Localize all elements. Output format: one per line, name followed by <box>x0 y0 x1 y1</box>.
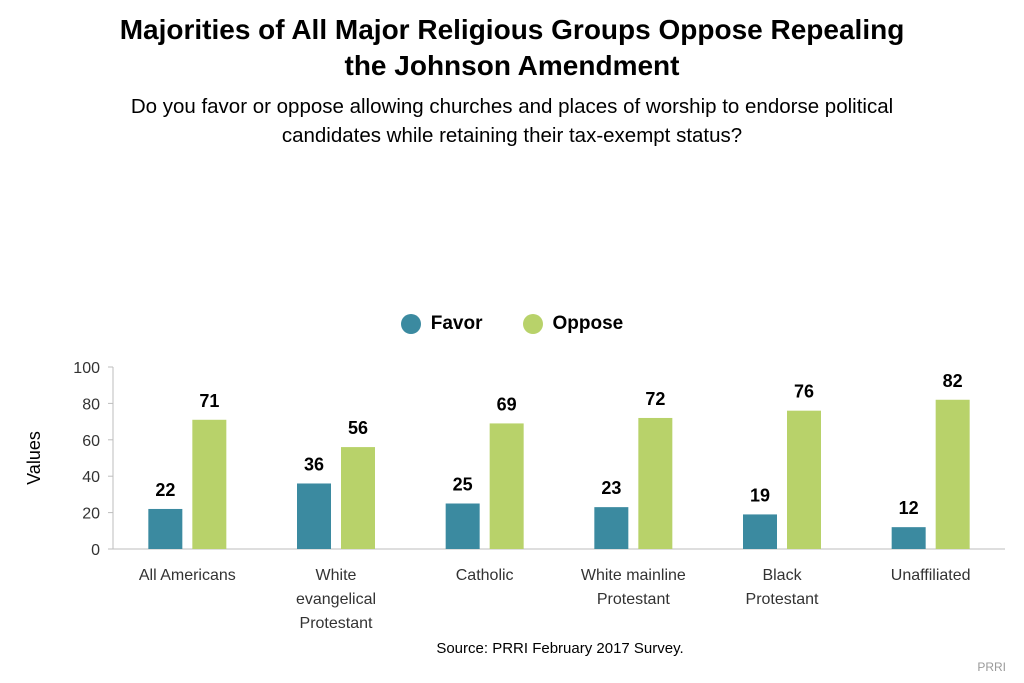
x-category-label: White mainline <box>581 567 686 584</box>
bar-favor <box>148 508 183 549</box>
bar-favor <box>743 514 777 549</box>
chart-title-line-1: Majorities of All Major Religious Groups… <box>119 14 905 45</box>
x-category-label: Black <box>762 567 802 584</box>
x-category-label: Protestant <box>746 591 819 608</box>
data-label-favor: 22 <box>155 480 175 500</box>
brand-mark: PRRI <box>977 660 1006 674</box>
x-category-label: Protestant <box>300 615 373 632</box>
data-label-oppose: 82 <box>943 371 963 391</box>
legend-item-favor: Favor <box>400 313 483 335</box>
chart-subtitle-line-2: candidates while retaining their tax-exe… <box>281 124 743 147</box>
data-label-oppose: 71 <box>199 391 219 411</box>
x-category-label: All Americans <box>139 567 236 584</box>
data-label-oppose: 76 <box>794 382 814 402</box>
legend-label-favor: Favor <box>430 313 483 334</box>
bar-oppose <box>489 423 524 549</box>
x-category-label: Catholic <box>456 567 514 584</box>
bar-favor <box>445 503 480 549</box>
y-tick-label: 100 <box>73 360 100 377</box>
source-note: Source: PRRI February 2017 Survey. <box>436 640 684 657</box>
bar-favor <box>594 507 629 549</box>
x-category-label: White <box>316 567 357 584</box>
bar-favor <box>891 527 926 549</box>
data-label-favor: 36 <box>304 454 324 474</box>
chart-title-line-2: the Johnson Amendment <box>344 50 680 81</box>
x-category-label: Unaffiliated <box>891 567 971 584</box>
data-label-favor: 25 <box>453 475 473 495</box>
chart-legend: Favor Oppose <box>0 313 1024 335</box>
y-tick-label: 60 <box>82 433 100 450</box>
legend-marker-favor <box>400 314 421 334</box>
x-category-label: evangelical <box>296 591 376 608</box>
data-label-oppose: 72 <box>645 389 665 409</box>
data-label-favor: 19 <box>750 485 770 505</box>
bar-oppose <box>341 447 375 549</box>
data-label-oppose: 69 <box>497 394 517 414</box>
chart-title: Majorities of All Major Religious Groups… <box>0 12 1024 84</box>
data-label-favor: 12 <box>899 498 919 518</box>
bar-oppose <box>192 419 227 549</box>
y-tick-label: 20 <box>82 506 100 523</box>
legend-marker-oppose <box>522 314 543 334</box>
bar-favor <box>297 483 331 549</box>
y-axis-label: Values <box>24 431 44 485</box>
x-category-label: Protestant <box>597 591 670 608</box>
chart-subtitle: Do you favor or oppose allowing churches… <box>0 92 1024 150</box>
data-label-favor: 23 <box>601 478 621 498</box>
bar-oppose <box>638 417 673 549</box>
chart-subtitle-line-1: Do you favor or oppose allowing churches… <box>130 95 894 118</box>
legend-label-oppose: Oppose <box>552 313 624 334</box>
bar-oppose <box>787 410 821 549</box>
data-label-oppose: 56 <box>348 418 368 438</box>
y-tick-label: 40 <box>82 469 100 486</box>
legend-item-oppose: Oppose <box>522 313 624 335</box>
y-tick-label: 80 <box>82 396 100 413</box>
bar-oppose <box>935 399 970 549</box>
y-tick-label: 0 <box>91 542 100 559</box>
